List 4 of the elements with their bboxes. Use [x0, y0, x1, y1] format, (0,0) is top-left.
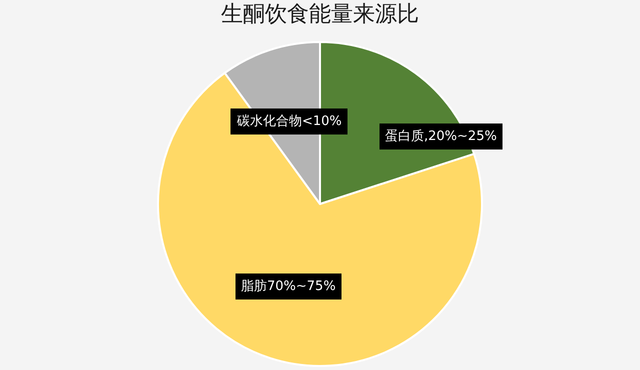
chart-title: 生酮饮食能量来源比 [221, 2, 419, 27]
slice-label: 碳水化合物<10% [236, 114, 342, 129]
slice-label: 蛋白质,20%~25% [385, 129, 497, 144]
slice-label: 脂肪70%~75% [241, 279, 336, 294]
